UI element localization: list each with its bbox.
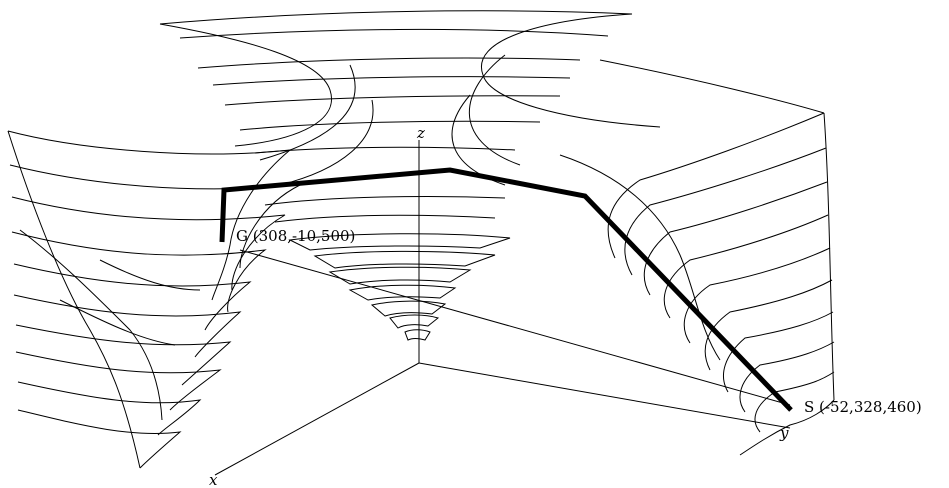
goal-label: G (308,-10,500) [236,227,355,245]
y-axis-line [418,362,791,429]
inner-funnel-slices [288,233,511,341]
axes [214,140,791,476]
back-edge-x [239,249,791,406]
z-axis-label: z [416,124,425,142]
x-axis-line [214,362,420,476]
trajectory-path [219,167,793,412]
start-label: S (-52,328,460) [804,398,922,416]
right-side-contours [559,59,835,456]
y-axis-label: y [779,424,789,442]
x-axis-label: x [209,471,218,488]
left-side-contours [7,130,301,469]
far-ring-contours [159,10,661,223]
